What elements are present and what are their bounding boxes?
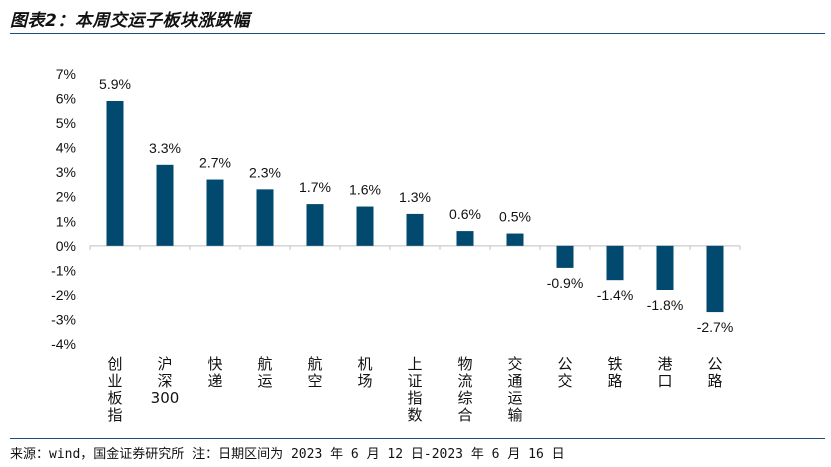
y-tick-label: 6% <box>56 91 76 107</box>
category-label: 航运 <box>257 355 272 390</box>
category-label-char: 航 <box>257 355 272 373</box>
data-label: 2.7% <box>199 155 231 171</box>
bar <box>406 213 424 246</box>
bar <box>706 245 724 313</box>
y-tick-label: 7% <box>56 66 76 82</box>
data-label: 3.3% <box>149 140 181 156</box>
data-label: -2.7% <box>697 319 734 335</box>
category-label-char: 300 <box>151 389 180 407</box>
category-label-char: 口 <box>657 372 672 390</box>
y-tick-label: -2% <box>51 287 76 303</box>
category-label-char: 通 <box>507 372 522 390</box>
bar <box>506 233 524 246</box>
category-label-char: 创 <box>107 355 122 373</box>
category-label-char: 数 <box>407 406 422 424</box>
category-label: 快递 <box>207 355 222 390</box>
y-tick-label: -4% <box>51 336 76 352</box>
bar <box>656 245 674 290</box>
data-label: -0.9% <box>547 275 584 291</box>
category-label-char: 指 <box>407 389 422 407</box>
y-tick-label: 5% <box>56 115 76 131</box>
bar <box>456 231 474 246</box>
category-label-char: 沪 <box>157 355 172 373</box>
y-tick-label: 0% <box>56 238 76 254</box>
category-label-char: 交 <box>507 355 522 373</box>
category-label-char: 业 <box>107 372 122 390</box>
category-label-char: 合 <box>457 406 472 424</box>
category-label-char: 路 <box>707 372 722 390</box>
bar <box>356 206 374 246</box>
y-tick-label: 3% <box>56 164 76 180</box>
category-label-char: 深 <box>157 372 172 390</box>
category-label: 上证指数 <box>407 355 422 424</box>
category-label-char: 铁 <box>607 355 622 373</box>
category-label-char: 航 <box>307 355 322 373</box>
chart-title: 图表2：本周交运子板块涨跌幅 <box>10 11 250 31</box>
y-tick-label: -3% <box>51 311 76 327</box>
category-label-char: 交 <box>557 372 572 390</box>
bar <box>256 189 274 246</box>
data-label: -1.8% <box>647 297 684 313</box>
category-label-char: 板 <box>107 389 122 407</box>
category-label: 创业板指 <box>107 355 122 424</box>
data-label: 0.6% <box>449 206 481 222</box>
category-label: 交通运输 <box>507 355 522 424</box>
title-divider <box>10 33 825 34</box>
bar <box>106 101 124 246</box>
category-label-char: 流 <box>457 372 472 390</box>
bar <box>156 164 174 246</box>
category-label: 物流综合 <box>457 355 472 424</box>
data-label: 2.3% <box>249 164 281 180</box>
category-label: 沪深 300 <box>151 355 180 407</box>
category-label-char: 场 <box>357 372 372 390</box>
category-label-char: 综 <box>457 389 472 407</box>
category-label-char: 指 <box>107 406 122 424</box>
category-label-char: 公 <box>707 355 722 373</box>
data-label: -1.4% <box>597 287 634 303</box>
category-label-char: 机 <box>357 355 372 373</box>
data-label: 1.3% <box>399 189 431 205</box>
category-label: 公交 <box>557 355 572 390</box>
y-tick-label: 4% <box>56 140 76 156</box>
category-label: 航空 <box>307 355 322 390</box>
category-label-char: 运 <box>507 389 522 407</box>
category-label-char: 公 <box>557 355 572 373</box>
bar-chart: 7%6%5%4%3%2%1%0%-1%-2%-3%-4%5.9%创业板指3.3%… <box>51 66 741 424</box>
source-note: 来源：wind，国金证券研究所 注：日期区间为 2023 年 6 月 12 日-… <box>10 447 565 462</box>
category-label: 铁路 <box>607 355 622 390</box>
data-label: 1.7% <box>299 179 331 195</box>
category-label-char: 输 <box>507 406 522 424</box>
category-label-char: 港 <box>657 355 672 373</box>
data-label: 1.6% <box>349 182 381 198</box>
data-label: 0.5% <box>499 209 531 225</box>
category-label-char: 路 <box>607 372 622 390</box>
bar <box>606 245 624 281</box>
category-label: 港口 <box>657 355 672 390</box>
category-label-char: 递 <box>207 372 222 390</box>
y-tick-label: 1% <box>56 213 76 229</box>
category-label-char: 上 <box>407 355 422 373</box>
bar <box>556 245 574 268</box>
bar <box>206 179 224 246</box>
category-label-char: 快 <box>207 355 222 373</box>
y-tick-label: -1% <box>51 262 76 278</box>
data-label: 5.9% <box>99 76 131 92</box>
footer-divider <box>10 438 825 439</box>
category-label: 机场 <box>357 355 372 390</box>
category-label-char: 运 <box>257 372 272 390</box>
y-tick-label: 2% <box>56 189 76 205</box>
category-label-char: 空 <box>307 372 322 390</box>
category-label: 公路 <box>707 355 722 390</box>
category-label-char: 证 <box>407 372 422 390</box>
category-label-char: 物 <box>457 355 472 373</box>
bar <box>306 204 324 246</box>
